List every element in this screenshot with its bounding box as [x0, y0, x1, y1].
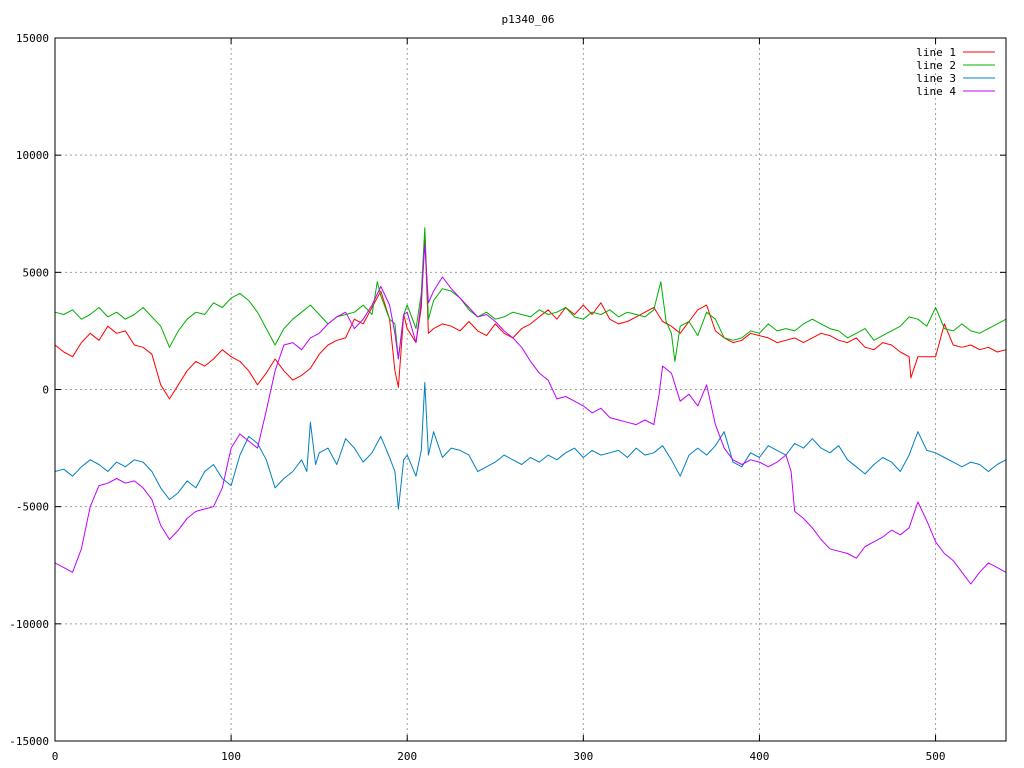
series-layer [54, 227, 1007, 585]
series-line-3 [54, 382, 1007, 510]
y-tick-label: -15000 [9, 735, 49, 748]
y-tick-label: -10000 [9, 618, 49, 631]
x-tick-label: 500 [926, 750, 946, 763]
y-tick-label: 5000 [23, 266, 50, 279]
x-tick-label: 100 [221, 750, 241, 763]
y-tick-label: 10000 [16, 149, 49, 162]
x-axis-ticks: 0 100 200 300 400 500 [52, 38, 946, 763]
x-tick-label: 200 [397, 750, 417, 763]
legend-label-1: line 1 [916, 46, 956, 59]
grid-lines [55, 38, 1006, 741]
legend-label-4: line 4 [916, 85, 956, 98]
series-line-4 [54, 243, 1007, 585]
y-tick-label: 0 [42, 384, 49, 397]
series-line-2 [54, 227, 1007, 362]
series-line-1 [54, 232, 1007, 400]
x-tick-label: 400 [750, 750, 770, 763]
y-tick-label: 15000 [16, 32, 49, 45]
x-tick-label: 0 [52, 750, 59, 763]
y-axis-ticks: -15000 -10000 -5000 0 5000 10000 15000 [9, 32, 1006, 748]
y-tick-label: -5000 [16, 501, 49, 514]
legend-label-3: line 3 [916, 72, 956, 85]
legend-label-2: line 2 [916, 59, 956, 72]
chart-title: p1340_06 [502, 13, 555, 26]
x-tick-label: 300 [573, 750, 593, 763]
